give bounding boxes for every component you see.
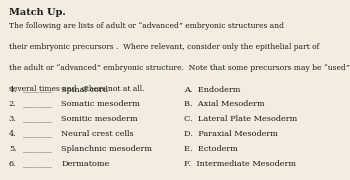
Text: 2.: 2.: [9, 100, 17, 108]
Text: several times and  others not at all.: several times and others not at all.: [9, 85, 144, 93]
Text: D.  Paraxial Mesoderm: D. Paraxial Mesoderm: [184, 130, 278, 138]
Text: E.  Ectoderm: E. Ectoderm: [184, 145, 238, 153]
Text: _______: _______: [23, 160, 52, 168]
Text: A.  Endoderm: A. Endoderm: [184, 86, 240, 93]
Text: _______: _______: [23, 145, 52, 153]
Text: Match Up.: Match Up.: [9, 8, 65, 17]
Text: The following are lists of adult or “advanced” embryonic structures and: The following are lists of adult or “adv…: [9, 22, 284, 30]
Text: C.  Lateral Plate Mesoderm: C. Lateral Plate Mesoderm: [184, 115, 297, 123]
Text: Somatic mesoderm: Somatic mesoderm: [61, 100, 140, 108]
Text: Somitic mesoderm: Somitic mesoderm: [61, 115, 138, 123]
Text: Splanchnic mesoderm: Splanchnic mesoderm: [61, 145, 152, 153]
Text: 6.: 6.: [9, 160, 16, 168]
Text: Dermatome: Dermatome: [61, 160, 110, 168]
Text: their embryonic precursors .  Where relevant, consider only the epithelial part : their embryonic precursors . Where relev…: [9, 43, 319, 51]
Text: _______: _______: [23, 115, 52, 123]
Text: 4.: 4.: [9, 130, 16, 138]
Text: _______: _______: [23, 130, 52, 138]
Text: _______: _______: [23, 86, 52, 93]
Text: Spinal cord: Spinal cord: [61, 86, 108, 93]
Text: 3.: 3.: [9, 115, 17, 123]
Text: 5.: 5.: [9, 145, 17, 153]
Text: _______: _______: [23, 100, 52, 108]
Text: F.  Intermediate Mesoderm: F. Intermediate Mesoderm: [184, 160, 296, 168]
Text: B.  Axial Mesoderm: B. Axial Mesoderm: [184, 100, 264, 108]
Text: Neural crest cells: Neural crest cells: [61, 130, 134, 138]
Text: the adult or “advanced” embryonic structure.  Note that some precursors may be “: the adult or “advanced” embryonic struct…: [9, 64, 350, 72]
Text: 1.: 1.: [9, 86, 16, 93]
